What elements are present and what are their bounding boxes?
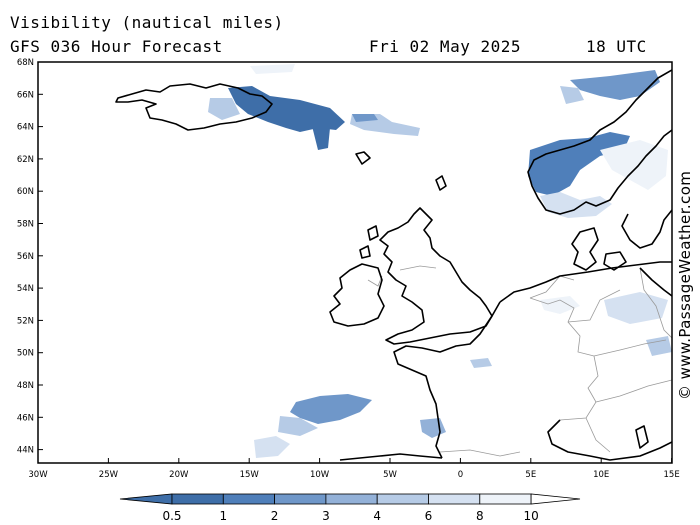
lat-tick-label: 50N (17, 349, 34, 359)
border-lux (567, 289, 621, 323)
legend-segment (171, 493, 224, 505)
border-germany-poland (639, 267, 672, 339)
coast-spain-north (339, 453, 443, 461)
lon-tick-label: 20W (169, 470, 189, 480)
map-frame (37, 61, 673, 464)
lon-tick-label: 0 (458, 470, 463, 480)
legend-label: 2 (271, 509, 279, 523)
legend-label: 1 (219, 509, 227, 523)
fog-germany (646, 336, 672, 356)
visibility-legend: 0.5 1 2 3 4 6 8 10 (119, 493, 581, 523)
border-france-belgium (529, 297, 595, 357)
border-alps (595, 379, 672, 403)
lon-tick-label: 5W (383, 470, 397, 480)
legend-segment (428, 493, 481, 505)
coast-hebrides (359, 225, 379, 259)
legend-low-arrow (119, 493, 173, 505)
coastlines (115, 69, 672, 461)
fog-scandinavia (600, 140, 668, 190)
lon-tick-label: 15W (240, 470, 260, 480)
coast-faroe (355, 151, 371, 165)
coast-iceland (115, 83, 273, 131)
border-spain-france (439, 449, 521, 457)
fog-biscay-light (278, 416, 318, 436)
legend-label: 0.5 (162, 509, 181, 523)
legend-label: 6 (425, 509, 433, 523)
lon-tick-label: 10W (310, 470, 330, 480)
coast-ireland (329, 263, 385, 327)
coast-med (547, 419, 672, 461)
coast-sweden (621, 209, 672, 249)
longitude-axis: 30W 25W 20W 15W 10W 5W 0 5E 10E 15E (28, 458, 680, 480)
fog-north (250, 64, 295, 74)
forecast-time: 18 UTC (586, 37, 647, 56)
coast-corsica (635, 425, 649, 449)
passageweather-credit: © www.PassageWeather.com (676, 170, 694, 400)
lat-tick-label: 54N (17, 284, 34, 294)
legend-segment (479, 493, 532, 505)
coast-northsea-continent (499, 261, 672, 303)
fog-norway-north (570, 70, 660, 100)
legend-segment (222, 493, 276, 505)
country-borders (367, 265, 672, 457)
fog-iceland-east2 (352, 114, 378, 122)
lon-tick-label: 15E (664, 470, 680, 480)
fog-norway (528, 132, 630, 196)
coast-norway (527, 69, 672, 215)
border-uk-scotland (399, 265, 437, 271)
fog-norway-light (540, 192, 612, 218)
legend-label: 4 (373, 509, 381, 523)
coast-france-channel (393, 301, 501, 459)
border-germany-east (593, 339, 667, 357)
legend-label: 8 (476, 509, 484, 523)
lat-tick-label: 66N (17, 90, 34, 100)
legend-segment (274, 493, 327, 505)
lon-tick-label: 10E (593, 470, 609, 480)
lat-tick-label: 52N (17, 316, 34, 326)
lat-tick-label: 62N (17, 155, 34, 165)
lat-tick-label: 56N (17, 252, 34, 262)
visibility-shading (208, 64, 672, 458)
coast-denmark (571, 227, 627, 271)
fog-biscay (290, 394, 372, 424)
coast-baltic (639, 267, 672, 297)
map-title-text: Visibility (nautical miles) (10, 13, 284, 32)
lat-tick-label: 60N (17, 187, 34, 197)
legend-high-arrow (530, 493, 581, 505)
fog-biscay-tail (254, 436, 290, 458)
lat-tick-label: 44N (17, 446, 34, 456)
legend-segment (325, 493, 378, 505)
border-italy (585, 417, 611, 453)
forecast-subtitle: GFS 036 Hour Forecast (10, 37, 223, 56)
fog-iceland (228, 86, 345, 132)
forecast-date: Fri 02 May 2025 (369, 37, 521, 56)
coast-shetland (435, 175, 447, 191)
lat-tick-label: 46N (17, 413, 34, 423)
fog-europe-2 (540, 296, 580, 314)
legend-segment (376, 493, 429, 505)
legend-label: 10 (523, 509, 538, 523)
fog-iceland-tail (312, 126, 330, 150)
lat-tick-label: 68N (17, 58, 34, 68)
lon-tick-label: 25W (99, 470, 119, 480)
lat-tick-label: 64N (17, 123, 34, 133)
lon-tick-label: 30W (28, 470, 48, 480)
border-benelux (529, 275, 575, 299)
border-france-swiss (559, 355, 599, 421)
lat-tick-label: 48N (17, 381, 34, 391)
border-ireland (367, 275, 383, 287)
coast-gb (379, 207, 493, 345)
latitude-axis: 68N 66N 64N 62N 60N 58N 56N 54N 52N 50N 48N 46N 44N (17, 58, 43, 456)
lon-tick-label: 5E (525, 470, 536, 480)
lat-tick-label: 58N (17, 220, 34, 230)
legend-label: 3 (322, 509, 330, 523)
fog-channel (470, 358, 492, 368)
fog-norway-north-light (560, 86, 584, 104)
fog-iceland-light (208, 98, 240, 120)
